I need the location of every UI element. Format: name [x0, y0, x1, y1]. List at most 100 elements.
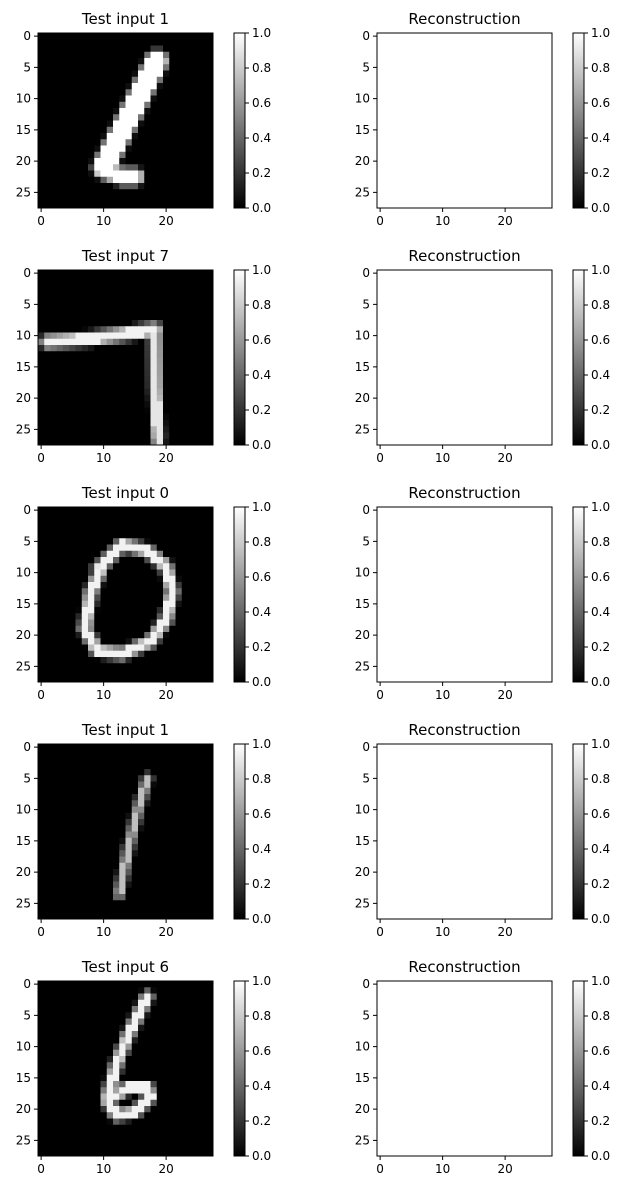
pixel	[470, 189, 478, 196]
pixel	[408, 532, 415, 539]
pixel	[38, 45, 45, 53]
pixel	[106, 83, 114, 90]
pixel	[56, 563, 64, 570]
pixel	[470, 320, 478, 327]
pixel	[75, 569, 83, 577]
pixel	[175, 139, 183, 146]
pixel	[106, 594, 114, 602]
pixel	[545, 183, 553, 190]
pixel	[181, 189, 189, 196]
pixel	[56, 101, 64, 109]
pixel	[402, 33, 409, 40]
pixel	[56, 295, 64, 302]
pixel	[175, 563, 183, 570]
pixel	[458, 345, 465, 352]
pixel	[188, 101, 195, 109]
pixel	[181, 644, 189, 652]
pixel	[377, 282, 384, 290]
pixel	[44, 164, 51, 171]
pixel	[81, 657, 89, 664]
pixel	[156, 326, 164, 333]
pixel	[88, 600, 95, 608]
pixel	[100, 376, 108, 383]
pixel	[439, 513, 447, 520]
pixel	[439, 594, 447, 602]
pixel	[470, 45, 478, 53]
pixel	[81, 532, 89, 539]
pixel	[88, 70, 95, 78]
pixel	[119, 613, 126, 620]
pixel	[69, 201, 76, 209]
pixel	[483, 650, 490, 658]
pixel	[414, 326, 422, 333]
pixel	[169, 619, 176, 627]
pixel	[56, 133, 64, 140]
pixel	[414, 95, 422, 103]
pixel	[169, 158, 176, 165]
pixel	[69, 170, 76, 178]
pixel	[458, 413, 465, 421]
pixel	[508, 145, 515, 153]
pixel	[458, 114, 465, 121]
pixel	[439, 569, 447, 577]
pixel	[150, 395, 158, 402]
pixel	[414, 388, 422, 396]
pixel	[489, 307, 497, 315]
pixel	[477, 438, 484, 446]
pixel	[533, 582, 540, 589]
pixel	[420, 295, 428, 302]
pixel	[545, 544, 553, 552]
pixel	[150, 575, 158, 583]
colorbar-tick-label: 1.0	[252, 263, 271, 277]
pixel	[163, 750, 170, 757]
pixel	[163, 201, 170, 209]
pixel	[94, 569, 101, 577]
pixel	[181, 101, 189, 109]
pixel	[427, 158, 434, 165]
pixel	[408, 351, 415, 358]
pixel	[138, 663, 145, 670]
pixel	[395, 632, 403, 639]
pixel	[119, 438, 126, 446]
pixel	[433, 288, 440, 296]
pixel	[502, 126, 509, 134]
pixel	[452, 126, 459, 134]
pixel	[156, 276, 164, 283]
pixel	[131, 588, 139, 595]
pixel	[206, 432, 214, 440]
pixel	[94, 644, 101, 652]
pixel	[427, 51, 434, 59]
pixel	[119, 420, 126, 427]
pixel	[383, 270, 390, 277]
pixel	[402, 432, 409, 440]
pixel	[56, 288, 64, 296]
pixel	[163, 663, 170, 670]
pixel	[56, 669, 64, 677]
pixel	[38, 145, 45, 153]
pixel	[75, 607, 83, 614]
pixel	[200, 370, 208, 377]
pixel	[125, 638, 133, 645]
pixel	[156, 320, 164, 327]
pixel	[514, 51, 522, 59]
pixel	[408, 613, 415, 620]
pixel	[106, 176, 114, 184]
pixel	[175, 101, 183, 109]
pixel	[414, 432, 422, 440]
pixel	[520, 95, 528, 103]
pixel	[200, 120, 208, 128]
pixel	[520, 507, 528, 514]
pixel	[527, 301, 534, 308]
pixel	[527, 532, 534, 539]
pixel	[106, 513, 114, 520]
pixel	[408, 326, 415, 333]
pixel	[100, 420, 108, 427]
pixel	[464, 650, 472, 658]
pixel	[181, 58, 189, 65]
pixel	[495, 76, 503, 84]
pixel	[69, 363, 76, 371]
pixel	[464, 51, 472, 59]
pixel	[50, 588, 58, 595]
pixel	[200, 326, 208, 333]
pixel	[402, 538, 409, 545]
